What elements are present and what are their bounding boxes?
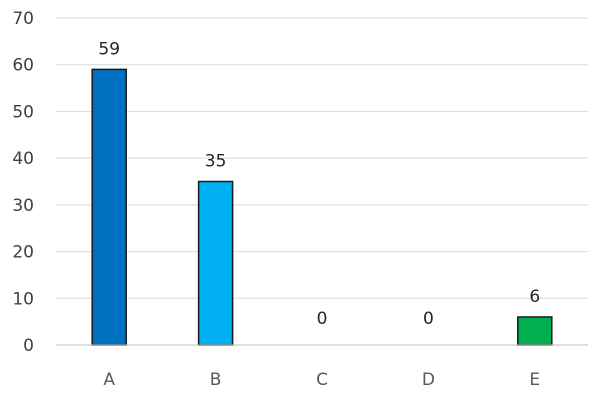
y-tick-label: 10: [12, 289, 34, 309]
x-tick-label-C: C: [316, 370, 328, 390]
data-label-B: 35: [205, 152, 227, 172]
bar-B: [197, 180, 234, 346]
x-tick-label-E: E: [529, 370, 540, 390]
x-tick-label-A: A: [103, 370, 115, 390]
y-axis-tick-labels: 0 10 20 30 40 50 60 70: [12, 9, 34, 356]
y-tick-label: 40: [12, 149, 34, 169]
x-tick-label-B: B: [210, 370, 222, 390]
data-label-D: 0: [423, 309, 434, 329]
data-label-C: 0: [317, 309, 328, 329]
y-tick-label: 50: [12, 102, 34, 122]
x-axis-tick-labels: A B C D E: [103, 370, 540, 390]
y-tick-label: 0: [23, 336, 34, 356]
y-tick-label: 60: [12, 56, 34, 76]
gridlines: [56, 17, 588, 299]
y-tick-label: 30: [12, 196, 34, 216]
data-labels: 59 35 0 0 6: [98, 39, 540, 329]
bar-E: [517, 316, 553, 346]
bars: [91, 68, 553, 346]
x-tick-label-D: D: [422, 370, 435, 390]
bar-A: [91, 68, 127, 346]
y-tick-label: 70: [12, 9, 34, 29]
data-label-E: 6: [529, 287, 540, 307]
y-tick-label: 20: [12, 243, 34, 263]
data-label-A: 59: [98, 39, 120, 59]
